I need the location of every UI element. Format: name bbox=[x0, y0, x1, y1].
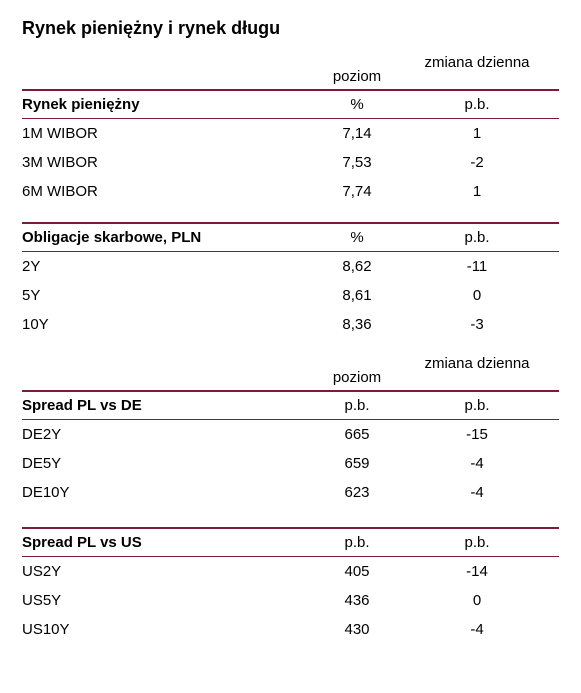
row-label: 1M WIBOR bbox=[22, 125, 302, 142]
row-val2: -4 bbox=[412, 484, 542, 501]
header-zmiana: zmiana dzienna bbox=[412, 355, 542, 386]
table-row: US10Y 430 -4 bbox=[22, 615, 559, 644]
table-row: 3M WIBOR 7,53 -2 bbox=[22, 148, 559, 177]
section-label: Spread PL vs DE bbox=[22, 397, 302, 414]
row-val1: 436 bbox=[302, 592, 412, 609]
section-unit1: p.b. bbox=[302, 534, 412, 551]
section-header-spread-de: Spread PL vs DE p.b. p.b. bbox=[22, 392, 559, 419]
row-val2: 0 bbox=[412, 592, 542, 609]
row-label: DE10Y bbox=[22, 484, 302, 501]
section-unit1: % bbox=[302, 96, 412, 113]
section-unit2: p.b. bbox=[412, 96, 542, 113]
row-val1: 7,14 bbox=[302, 125, 412, 142]
header-zmiana: zmiana dzienna bbox=[412, 54, 542, 85]
row-val2: -4 bbox=[412, 455, 542, 472]
section-label: Spread PL vs US bbox=[22, 534, 302, 551]
section-unit1: p.b. bbox=[302, 397, 412, 414]
header-poziom: poziom bbox=[302, 355, 412, 386]
row-val1: 8,61 bbox=[302, 287, 412, 304]
row-val2: -14 bbox=[412, 563, 542, 580]
table-row: DE10Y 623 -4 bbox=[22, 478, 559, 507]
row-label: 2Y bbox=[22, 258, 302, 275]
page-title: Rynek pieniężny i rynek długu bbox=[22, 18, 559, 39]
row-val1: 659 bbox=[302, 455, 412, 472]
table-row: 6M WIBOR 7,74 1 bbox=[22, 177, 559, 206]
section-header-rynek-pieniezny: Rynek pieniężny % p.b. bbox=[22, 91, 559, 118]
row-label: 5Y bbox=[22, 287, 302, 304]
row-val1: 405 bbox=[302, 563, 412, 580]
row-val1: 7,74 bbox=[302, 183, 412, 200]
section-unit1: % bbox=[302, 229, 412, 246]
row-label: 3M WIBOR bbox=[22, 154, 302, 171]
column-headers-1: poziom zmiana dzienna bbox=[22, 54, 559, 85]
header-spacer bbox=[22, 355, 302, 386]
row-label: US2Y bbox=[22, 563, 302, 580]
column-headers-2: poziom zmiana dzienna bbox=[22, 355, 559, 386]
row-val1: 8,36 bbox=[302, 316, 412, 333]
row-val2: -3 bbox=[412, 316, 542, 333]
table-row: US2Y 405 -14 bbox=[22, 557, 559, 586]
section-label: Rynek pieniężny bbox=[22, 96, 302, 113]
row-val2: -2 bbox=[412, 154, 542, 171]
row-label: 6M WIBOR bbox=[22, 183, 302, 200]
row-val2: 0 bbox=[412, 287, 542, 304]
table-row: 2Y 8,62 -11 bbox=[22, 252, 559, 281]
row-val2: -4 bbox=[412, 621, 542, 638]
row-val1: 8,62 bbox=[302, 258, 412, 275]
table-row: US5Y 436 0 bbox=[22, 586, 559, 615]
row-val2: -11 bbox=[412, 258, 542, 275]
section-unit2: p.b. bbox=[412, 397, 542, 414]
header-poziom: poziom bbox=[302, 54, 412, 85]
row-label: DE2Y bbox=[22, 426, 302, 443]
row-label: US10Y bbox=[22, 621, 302, 638]
row-val2: 1 bbox=[412, 125, 542, 142]
table-row: 10Y 8,36 -3 bbox=[22, 310, 559, 339]
row-val1: 430 bbox=[302, 621, 412, 638]
row-val2: 1 bbox=[412, 183, 542, 200]
section-label: Obligacje skarbowe, PLN bbox=[22, 229, 302, 246]
row-val2: -15 bbox=[412, 426, 542, 443]
row-val1: 7,53 bbox=[302, 154, 412, 171]
table-row: 1M WIBOR 7,14 1 bbox=[22, 119, 559, 148]
section-unit2: p.b. bbox=[412, 229, 542, 246]
table-row: DE2Y 665 -15 bbox=[22, 420, 559, 449]
section-unit2: p.b. bbox=[412, 534, 542, 551]
row-label: DE5Y bbox=[22, 455, 302, 472]
section-header-obligacje: Obligacje skarbowe, PLN % p.b. bbox=[22, 224, 559, 251]
table-row: 5Y 8,61 0 bbox=[22, 281, 559, 310]
row-label: US5Y bbox=[22, 592, 302, 609]
table-row: DE5Y 659 -4 bbox=[22, 449, 559, 478]
header-spacer bbox=[22, 54, 302, 85]
row-val1: 623 bbox=[302, 484, 412, 501]
row-label: 10Y bbox=[22, 316, 302, 333]
section-header-spread-us: Spread PL vs US p.b. p.b. bbox=[22, 529, 559, 556]
row-val1: 665 bbox=[302, 426, 412, 443]
